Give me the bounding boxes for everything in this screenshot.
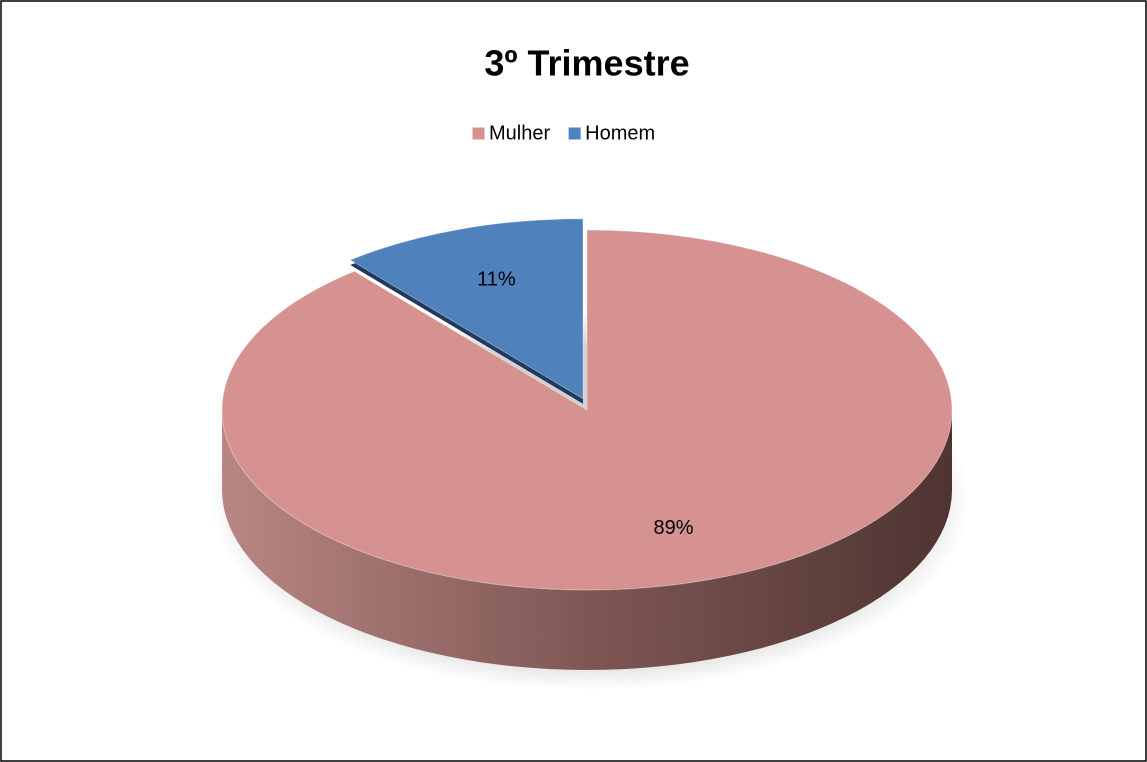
legend-label: Mulher bbox=[489, 122, 550, 144]
legend-swatch bbox=[471, 126, 486, 141]
data-label: 89% bbox=[654, 517, 694, 539]
legend-label: Homem bbox=[585, 122, 655, 144]
data-label: 11% bbox=[477, 268, 516, 290]
chart-title: 3º Trimestre bbox=[484, 43, 689, 84]
pie-slice bbox=[221, 229, 953, 591]
pie-slice bbox=[349, 218, 584, 400]
legend-swatch bbox=[567, 126, 582, 141]
slice-side bbox=[222, 410, 952, 670]
